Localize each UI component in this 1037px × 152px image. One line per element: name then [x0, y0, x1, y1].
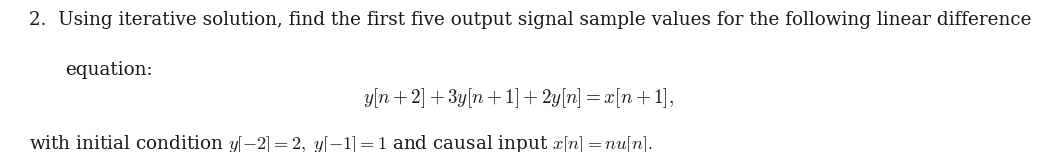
Text: $y[n+2] + 3y[n+1] + 2y[n] = x[n+1],$: $y[n+2] + 3y[n+1] + 2y[n] = x[n+1],$ — [363, 87, 674, 110]
Text: 2.  Using iterative solution, find the first five output signal sample values fo: 2. Using iterative solution, find the fi… — [29, 11, 1032, 29]
Text: with initial condition $y[-2] = 2,\ y[-1] = 1$ and causal input $x[n] = nu[n].$: with initial condition $y[-2] = 2,\ y[-1… — [29, 134, 652, 152]
Text: equation:: equation: — [65, 61, 152, 79]
